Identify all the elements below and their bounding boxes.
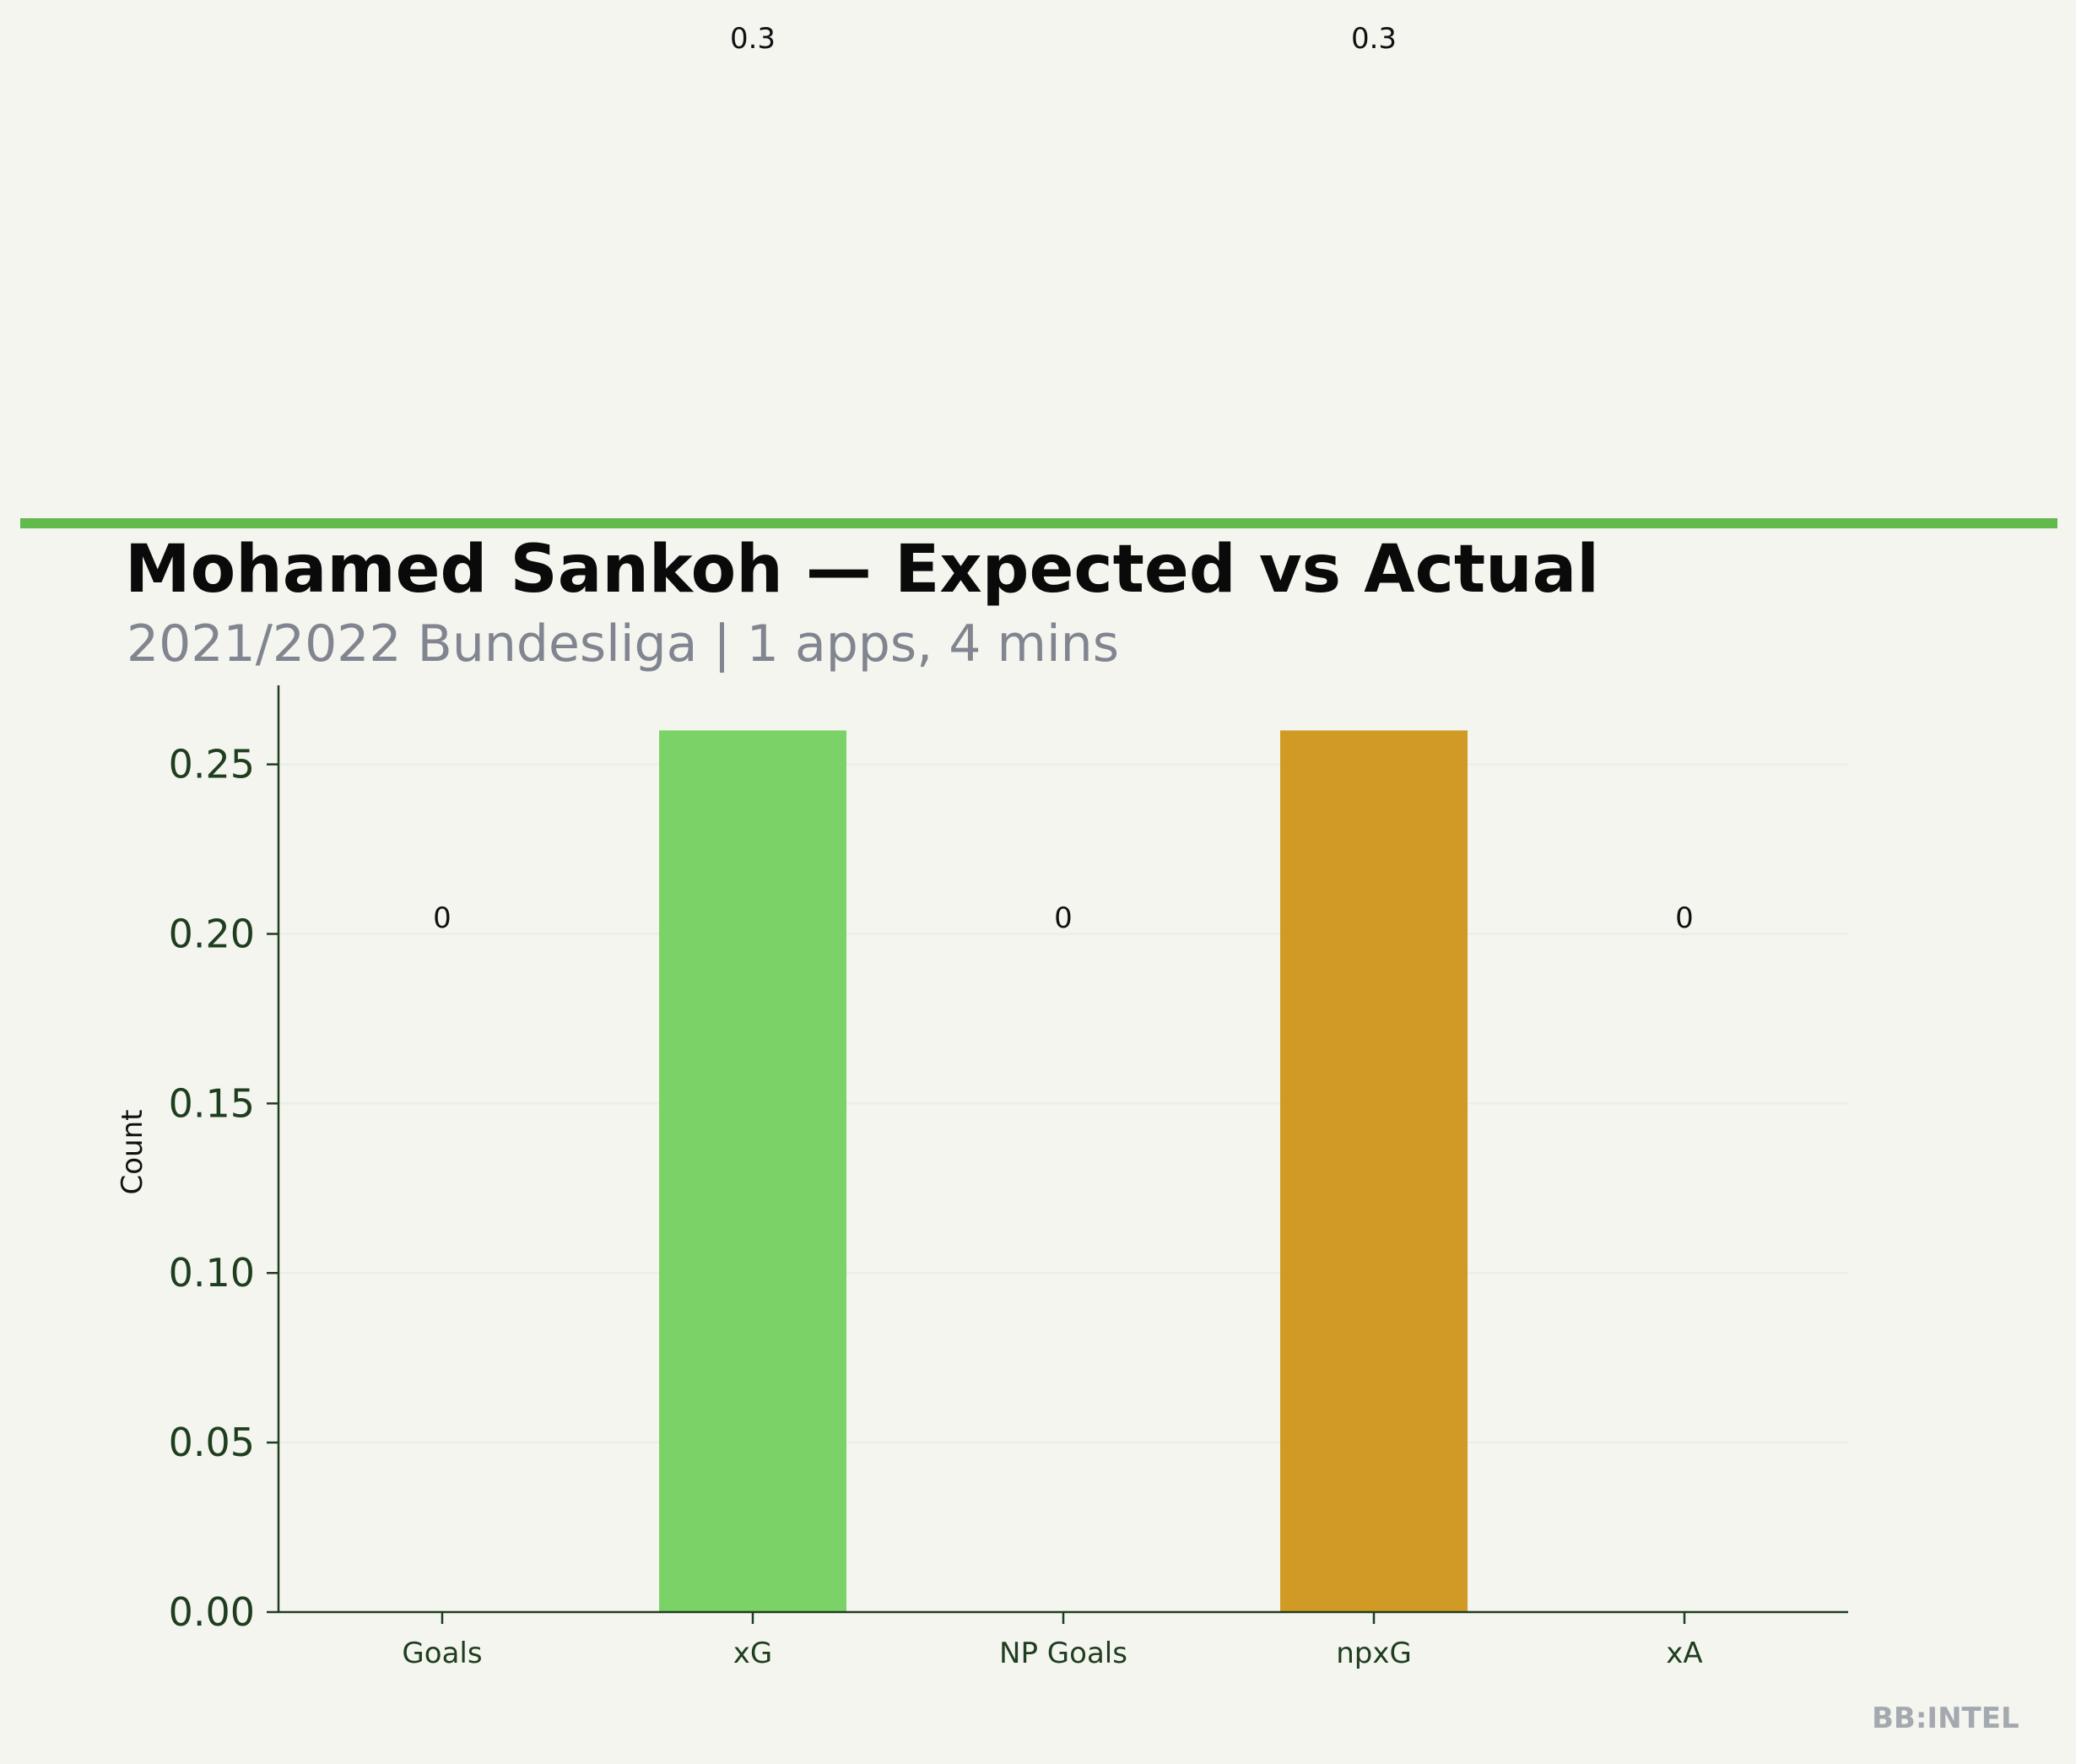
data-label: 0.3 xyxy=(1351,22,1397,56)
bar-npxg xyxy=(1280,730,1468,1612)
y-tick-label: 0.10 xyxy=(169,1250,255,1296)
data-label: 0.3 xyxy=(730,22,776,56)
chart-title: Mohamed Sankoh — Expected vs Actual xyxy=(125,532,1600,608)
x-tick-label: xA xyxy=(1666,1637,1702,1670)
bars-layer xyxy=(659,730,1468,1612)
y-axis-label: Count xyxy=(116,1110,149,1195)
chart-subtitle: 2021/2022 Bundesliga | 1 apps, 4 mins xyxy=(127,614,1119,674)
data-label: 0 xyxy=(433,901,451,935)
axes-layer: 0.00 0.05 0.10 0.15 0.20 0.25 Goals xG NP Goals n… xyxy=(116,685,1848,1670)
y-tick-label: 0.20 xyxy=(169,911,255,956)
x-tick-label: xG xyxy=(733,1637,772,1670)
y-tick-label: 0.15 xyxy=(169,1080,255,1126)
bar-xg xyxy=(659,730,846,1612)
y-tick-label: 0.25 xyxy=(169,742,255,787)
y-tick-label: 0.00 xyxy=(169,1589,255,1635)
y-tick-label: 0.05 xyxy=(169,1420,255,1465)
data-label: 0 xyxy=(1054,901,1073,935)
x-tick-label: Goals xyxy=(402,1637,482,1670)
x-tick-label: npxG xyxy=(1336,1637,1412,1670)
x-tick-label: NP Goals xyxy=(999,1637,1127,1670)
header-accent-rule xyxy=(20,518,2057,528)
grid-layer xyxy=(278,763,1848,1444)
brand-watermark: BB:INTEL xyxy=(1872,1702,2019,1735)
data-labels-layer: 0 0.3 0 0.3 0 xyxy=(433,22,1694,935)
data-label: 0 xyxy=(1675,901,1694,935)
